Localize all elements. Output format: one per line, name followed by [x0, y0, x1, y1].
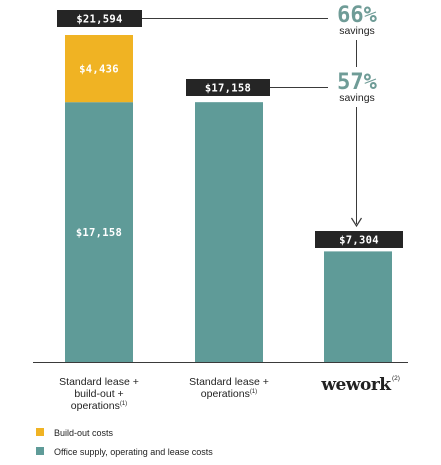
category-label-text: operations: [71, 400, 120, 412]
savings-percent: 57%: [337, 70, 377, 95]
category-label-line: build-out +: [74, 388, 123, 400]
footnote-marker: (1): [120, 401, 127, 407]
total-value-label: $17,158: [205, 83, 251, 95]
down-arrow-icon: [350, 217, 363, 228]
legend-swatch-ops: [36, 447, 44, 455]
bar-ops-0: [65, 102, 133, 362]
category-label-line: Standard lease +: [59, 376, 139, 388]
legend-label-build: Build-out costs: [54, 428, 114, 438]
total-label-box-0: [57, 10, 142, 27]
connector-lines-layer: [142, 18, 363, 228]
wework-logo: wework: [320, 375, 392, 395]
footnote-marker: (2): [392, 375, 400, 382]
segment-value-label: $17,158: [76, 227, 122, 239]
category-label-text: Standard lease +: [59, 376, 139, 388]
legend-swatch-build: [36, 428, 44, 436]
bar-build-0: [65, 35, 133, 103]
bar-ops-2: [324, 251, 392, 362]
total-value-label: $7,304: [339, 235, 379, 247]
bar-ops-1: [195, 102, 263, 362]
total-label-box-2: [315, 231, 403, 248]
bars-layer: [33, 35, 408, 363]
total-label-box-1: [186, 79, 270, 96]
category-label-text: build-out +: [74, 388, 123, 400]
savings-label: savings: [339, 92, 375, 104]
savings-percent: 66%: [337, 3, 377, 28]
category-label-text: Standard lease +: [189, 376, 269, 388]
segment-value-label: $4,436: [79, 64, 119, 76]
savings-label: savings: [339, 25, 375, 37]
footnote-marker: (1): [250, 389, 257, 395]
category-label-line: operations(1): [71, 400, 127, 412]
legend: Build-out costs Office supply, operating …: [36, 428, 213, 457]
legend-label-ops: Office supply, operating and lease costs: [54, 447, 213, 457]
category-label-line: operations(1): [201, 388, 257, 400]
total-value-label: $21,594: [76, 14, 122, 26]
category-label-line: Standard lease +: [189, 376, 269, 388]
category-label-text: operations: [201, 388, 250, 400]
labels-layer: $4,436$17,158$21,594$17,158$7,30466%savi…: [57, 3, 403, 412]
